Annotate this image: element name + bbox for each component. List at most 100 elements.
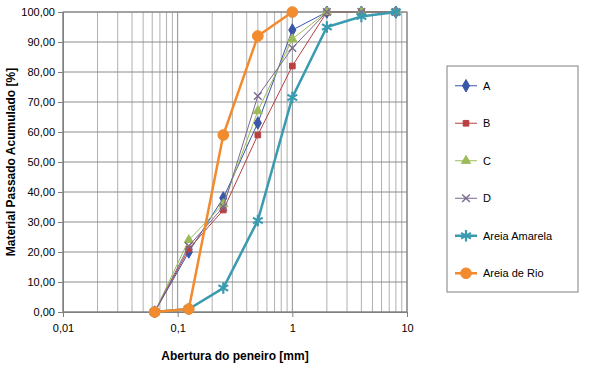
legend-label: A [483, 80, 491, 92]
y-tick-label: 90,00 [27, 36, 55, 48]
series-marker [183, 304, 194, 315]
legend-marker [461, 230, 471, 241]
y-tick-label: 0,00 [34, 306, 55, 318]
y-tick: 90,00 [27, 36, 63, 48]
series-marker [322, 21, 332, 32]
y-axis-title: Material Passado Acumulado [%] [4, 68, 18, 256]
x-axis-line [64, 313, 408, 318]
x-axis: 0,01 0,1 1 10 [53, 312, 414, 334]
series-marker [252, 31, 263, 42]
y-grid-line [63, 282, 407, 283]
x-tick: 0,1 [171, 312, 186, 334]
legend-entry: D [455, 192, 491, 204]
y-grid-line [63, 132, 407, 133]
series-marker [356, 11, 366, 22]
legend-entry: Areia de Rio [455, 267, 544, 279]
grid [63, 12, 407, 312]
series-line [155, 12, 396, 312]
legend-label: Areia Amarela [483, 230, 553, 242]
legend-entry: B [455, 117, 490, 129]
series-marker [287, 7, 298, 18]
y-tick-label: 70,00 [27, 96, 55, 108]
series-marker [253, 215, 263, 226]
legend-entry: C [455, 155, 491, 167]
series-marker [255, 132, 261, 138]
legend-label: C [483, 155, 491, 167]
x-tick: 1 [290, 312, 296, 334]
legend-marker [463, 120, 469, 126]
y-grid-line [63, 72, 407, 73]
x-axis-title: Abertura do peneiro [mm] [161, 349, 308, 363]
series [151, 6, 399, 318]
x-tick-label: 10 [401, 322, 413, 334]
y-tick-label: 20,00 [27, 246, 55, 258]
series-marker [289, 44, 297, 52]
plot-area [149, 6, 400, 318]
y-tick: 60,00 [27, 126, 63, 138]
y-tick-mark [58, 192, 63, 193]
y-tick: 0,00 [34, 306, 63, 318]
legend-entry: A [455, 80, 491, 92]
legend-label: D [483, 192, 491, 204]
series-marker [184, 235, 193, 243]
series-marker [290, 63, 296, 69]
y-tick: 30,00 [27, 216, 63, 228]
x-tick-label: 1 [290, 322, 296, 334]
legend-entry: Areia Amarela [455, 230, 553, 242]
y-grid-line [63, 252, 407, 253]
y-tick-mark [58, 312, 63, 313]
y-tick-label: 100,00 [21, 6, 55, 18]
series-line [155, 12, 396, 312]
x-tick-label: 0,01 [53, 322, 74, 334]
series [152, 9, 399, 315]
y-tick-label: 10,00 [27, 276, 55, 288]
legend-box [447, 66, 578, 292]
x-tick: 10 [401, 312, 413, 334]
y-tick-mark [58, 252, 63, 253]
series-marker [391, 6, 401, 17]
y-tick-mark [58, 42, 63, 43]
y-grid-line [63, 222, 407, 223]
y-axis-line [58, 13, 64, 313]
y-tick-mark [58, 102, 63, 103]
plot-frame [63, 12, 407, 312]
legend-marker [461, 155, 470, 163]
legend-marker [462, 194, 470, 202]
series-marker [218, 130, 229, 141]
y-axis: 0,00 10,00 20,00 30,00 40,00 50,00 60,00 70,00 8… [21, 6, 63, 318]
x-tick-mark [407, 312, 408, 317]
y-tick-label: 60,00 [27, 126, 55, 138]
y-tick: 80,00 [27, 66, 63, 78]
series [149, 7, 297, 318]
y-tick-label: 50,00 [27, 156, 55, 168]
y-grid-line [63, 192, 407, 193]
series [150, 7, 400, 315]
x-tick: 0,01 [53, 312, 74, 334]
y-tick-label: 40,00 [27, 186, 55, 198]
y-tick-mark [58, 282, 63, 283]
y-tick: 40,00 [27, 186, 63, 198]
series-marker [288, 34, 297, 42]
legend-marker [462, 80, 469, 92]
series-marker [323, 8, 331, 16]
series [151, 8, 400, 316]
series-line [155, 12, 293, 312]
x-tick-label: 0,1 [171, 322, 186, 334]
y-tick-mark [58, 222, 63, 223]
y-grid-line [63, 162, 407, 163]
y-tick-label: 80,00 [27, 66, 55, 78]
y-grid-line [63, 42, 407, 43]
series-marker [287, 92, 297, 103]
series-line [155, 12, 396, 312]
legend-marker [461, 268, 472, 279]
x-tick-mark [292, 312, 293, 317]
series-marker [218, 282, 228, 293]
y-tick: 100,00 [21, 6, 63, 18]
x-tick-mark [178, 312, 179, 317]
chart: 0,010,11100,0010,0020,0030,0040,0050,006… [0, 0, 599, 368]
y-tick: 10,00 [27, 276, 63, 288]
series-marker [184, 303, 194, 314]
y-tick-mark [58, 72, 63, 73]
y-tick: 70,00 [27, 96, 63, 108]
legend-label: Areia de Rio [483, 267, 544, 279]
